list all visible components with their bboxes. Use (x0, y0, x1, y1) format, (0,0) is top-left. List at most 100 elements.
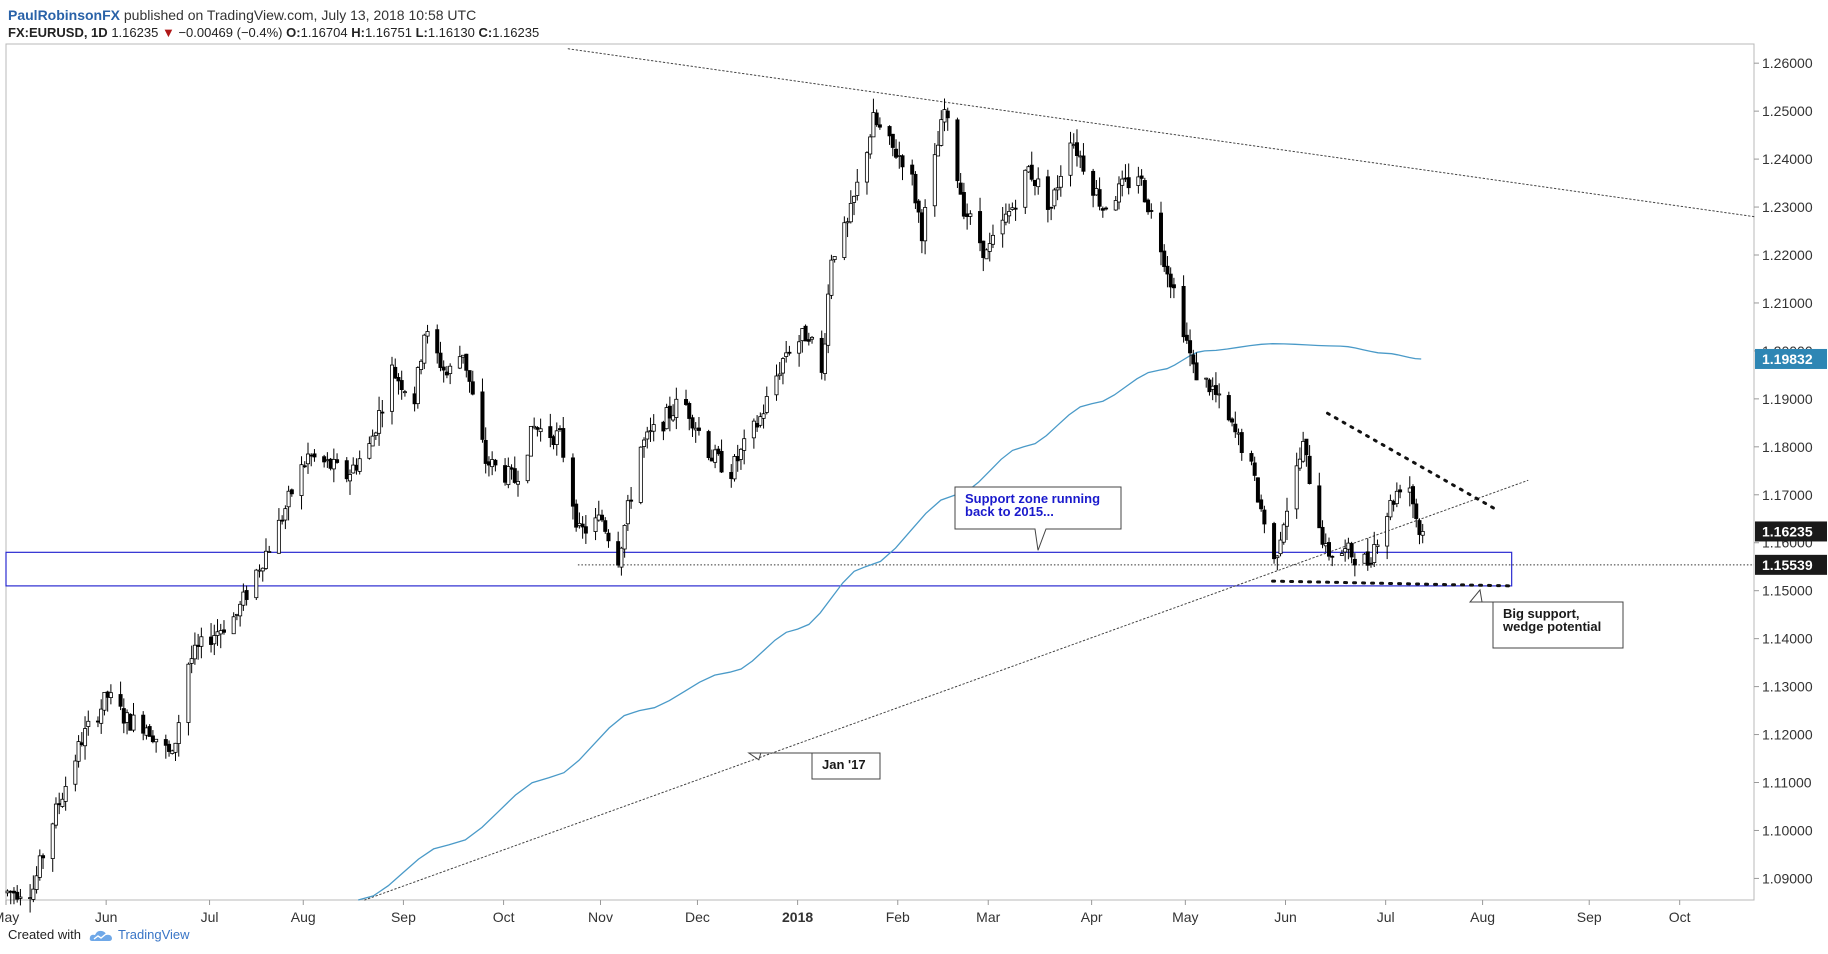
candle (1262, 505, 1267, 534)
candle (1055, 175, 1060, 201)
candle-body (419, 360, 424, 370)
candle-body (1349, 543, 1354, 558)
candle (761, 404, 766, 429)
candle (493, 458, 498, 472)
candle (393, 358, 398, 379)
candle-body (1323, 543, 1328, 547)
candle (331, 448, 336, 483)
candle (1068, 131, 1073, 187)
candle-body (535, 427, 540, 430)
candle-body (600, 514, 605, 521)
candle-body (645, 431, 650, 440)
candle-body (1330, 555, 1335, 558)
time-tick-label: May (0, 909, 19, 925)
candle-body (1078, 155, 1083, 158)
candle (822, 333, 827, 381)
candle-body (1327, 542, 1332, 557)
candle (848, 190, 853, 224)
candle-body (286, 490, 291, 508)
price-tick-label: 1.13000 (1762, 679, 1813, 695)
candle (864, 151, 869, 195)
candle (328, 457, 333, 471)
candle (370, 429, 375, 447)
candle (438, 341, 443, 372)
candle-body (916, 200, 921, 213)
candle (399, 370, 404, 400)
candle (852, 195, 857, 216)
candle-body (525, 454, 530, 482)
candle-body (603, 520, 608, 532)
candle-body (199, 636, 204, 647)
candle (37, 849, 42, 881)
tradingview-link[interactable]: TradingView (118, 927, 190, 942)
candle (1249, 450, 1254, 466)
candle (257, 564, 262, 578)
candle-body (389, 364, 394, 412)
price-badge-last: 1.16235 (1755, 521, 1827, 542)
candle (509, 464, 514, 480)
candle (1294, 452, 1299, 519)
candle-body (939, 119, 944, 146)
candle (1339, 549, 1344, 556)
candle-body (755, 423, 760, 428)
candle-body (444, 371, 449, 376)
candle (170, 749, 175, 755)
candle (1239, 428, 1244, 461)
candle-body (1013, 207, 1018, 210)
candle-body (1385, 516, 1390, 547)
candle-body (196, 644, 201, 647)
candle (415, 366, 420, 409)
candle (128, 713, 133, 731)
candle (661, 420, 666, 441)
candle (713, 444, 718, 469)
candle-body (538, 428, 543, 433)
candle (286, 485, 291, 521)
close-value: 1.16235 (492, 25, 540, 40)
candle-body (1249, 453, 1254, 462)
candle-body (784, 352, 789, 357)
candle-body (1407, 487, 1412, 493)
candle-body (1417, 520, 1422, 535)
candle-body (596, 514, 601, 521)
author-name[interactable]: PaulRobinsonFX (8, 7, 120, 23)
candle-body (1126, 177, 1131, 189)
candle-body (1194, 362, 1199, 381)
candle-body (344, 460, 349, 480)
open-label: O: (286, 25, 301, 40)
candle-body (913, 173, 918, 204)
candle-body (1414, 503, 1419, 519)
candle (1233, 411, 1238, 438)
candle-body (961, 192, 966, 217)
price-tick-label: 1.23000 (1762, 199, 1813, 215)
candle (755, 415, 760, 432)
candle (1317, 472, 1322, 529)
candle (221, 620, 226, 635)
candle-body (1284, 510, 1289, 527)
candle (312, 449, 317, 462)
candle-body (932, 154, 937, 207)
candle (267, 545, 272, 553)
candle-body (1007, 211, 1012, 217)
candle-body (1301, 441, 1306, 462)
candle (1391, 499, 1396, 512)
candle (83, 716, 88, 760)
candle-body (1074, 142, 1079, 156)
candle-body (1388, 500, 1393, 518)
candle-body (1184, 334, 1189, 341)
candle (105, 690, 110, 712)
candle-body (664, 407, 669, 430)
candle-body (283, 508, 288, 521)
candle (389, 356, 394, 425)
candle-body (832, 256, 837, 260)
candle-body (380, 411, 385, 414)
candle-body (8, 890, 13, 893)
candle (483, 427, 488, 474)
price-change: −0.00469 (−0.4%) (178, 25, 283, 40)
candle (73, 754, 78, 792)
candle (1272, 521, 1277, 564)
candle (322, 454, 327, 468)
candle-body (76, 741, 81, 762)
price-tick-label: 1.17000 (1762, 487, 1813, 503)
candle (448, 363, 453, 385)
